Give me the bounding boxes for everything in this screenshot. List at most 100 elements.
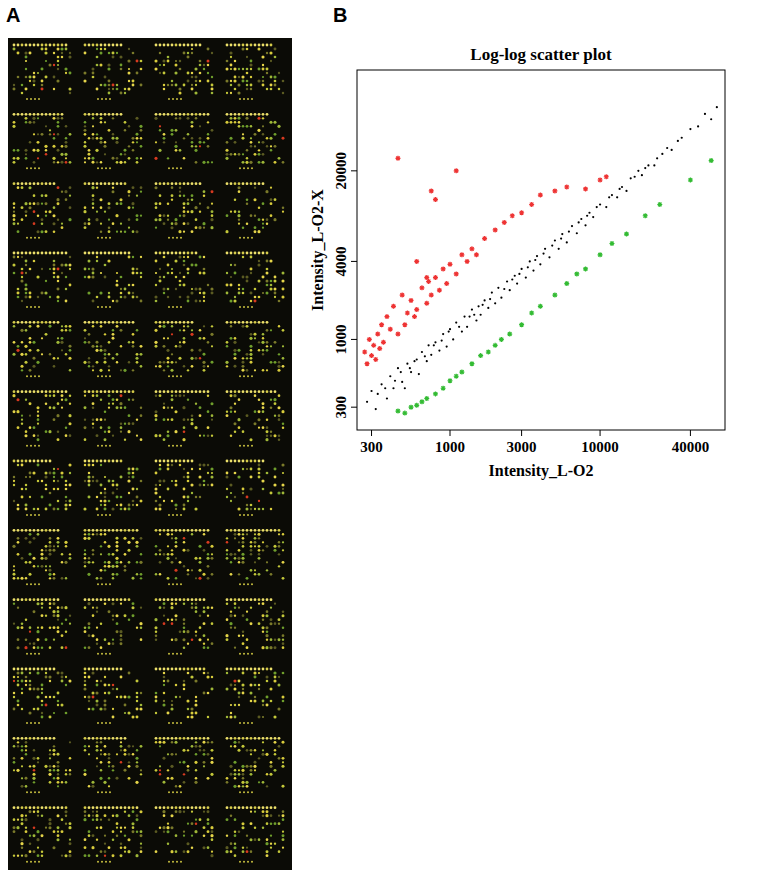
array-spot bbox=[128, 218, 131, 221]
array-spot bbox=[191, 230, 194, 233]
array-spot bbox=[116, 488, 118, 490]
array-spot bbox=[191, 460, 194, 463]
array-spot bbox=[187, 398, 189, 400]
array-spot bbox=[84, 157, 86, 159]
array-spot bbox=[112, 56, 115, 59]
array-spot bbox=[69, 195, 71, 197]
array-spot bbox=[92, 76, 95, 79]
array-spot bbox=[237, 83, 240, 86]
array-spot bbox=[175, 149, 178, 152]
array-spot bbox=[120, 44, 123, 47]
array-spot bbox=[159, 44, 162, 47]
array-spot bbox=[84, 276, 87, 279]
array-spot bbox=[168, 306, 170, 308]
array-spot bbox=[116, 157, 119, 160]
array-spot bbox=[17, 553, 20, 556]
array-spot bbox=[12, 214, 15, 217]
array-spot bbox=[109, 167, 111, 169]
array-spot bbox=[258, 472, 261, 475]
array-spot bbox=[168, 98, 170, 100]
array-spot bbox=[120, 369, 122, 371]
array-spot bbox=[265, 438, 268, 441]
array-spot bbox=[29, 202, 32, 205]
array-spot bbox=[203, 325, 205, 327]
array-spot bbox=[87, 259, 90, 262]
array-spot bbox=[262, 113, 265, 116]
array-spot bbox=[238, 426, 241, 429]
array-spot bbox=[69, 325, 72, 328]
array-spot bbox=[64, 190, 67, 193]
array-spot bbox=[112, 357, 115, 360]
array-spot bbox=[191, 321, 194, 324]
array-spot bbox=[230, 252, 233, 255]
array-spot bbox=[199, 468, 201, 470]
array-spot bbox=[234, 153, 236, 155]
array-spot bbox=[273, 398, 276, 401]
array-spot bbox=[171, 325, 173, 327]
array-spot bbox=[64, 561, 67, 564]
array-spot bbox=[37, 252, 40, 255]
array-spot bbox=[45, 565, 47, 567]
array-spot bbox=[49, 390, 52, 393]
array-spot bbox=[45, 125, 47, 127]
array-spot bbox=[57, 390, 60, 393]
array-spot bbox=[175, 44, 178, 47]
array-spot bbox=[202, 463, 205, 466]
array-spot bbox=[84, 426, 87, 429]
array-spot bbox=[45, 194, 48, 197]
array-spot bbox=[104, 460, 107, 463]
array-spot bbox=[262, 227, 264, 229]
array-spot bbox=[41, 565, 44, 568]
array-spot bbox=[195, 80, 198, 83]
array-spot bbox=[262, 508, 264, 510]
array-spot bbox=[237, 91, 240, 94]
array-spot bbox=[29, 553, 32, 556]
array-spot bbox=[37, 325, 40, 328]
array-spot bbox=[179, 460, 182, 463]
array-spot bbox=[13, 222, 16, 225]
array-spot bbox=[21, 422, 23, 424]
array-spot bbox=[136, 418, 138, 420]
array-spot bbox=[230, 44, 233, 47]
array-spot bbox=[112, 321, 115, 324]
array-spot bbox=[88, 222, 91, 225]
array-spot bbox=[41, 133, 44, 136]
array-spot bbox=[250, 76, 252, 78]
array-spot bbox=[26, 167, 28, 169]
array-spot bbox=[65, 288, 67, 290]
array-spot bbox=[100, 484, 103, 487]
array-spot bbox=[104, 438, 107, 441]
array-spot bbox=[64, 398, 67, 401]
array-spot bbox=[262, 80, 265, 83]
array-spot bbox=[119, 402, 122, 405]
array-spot bbox=[45, 569, 47, 571]
array-spot bbox=[112, 403, 114, 405]
array-spot bbox=[136, 133, 139, 136]
array-spot bbox=[207, 426, 210, 429]
array-spot bbox=[167, 296, 169, 298]
array-spot bbox=[49, 133, 51, 135]
array-spot bbox=[155, 365, 157, 367]
array-spot bbox=[163, 182, 166, 185]
array-spot bbox=[194, 287, 197, 290]
array-spot bbox=[230, 492, 232, 494]
array-spot bbox=[29, 341, 32, 344]
array-spot bbox=[25, 390, 28, 393]
array-spot bbox=[187, 222, 190, 225]
array-spot bbox=[124, 422, 126, 424]
array-spot bbox=[84, 337, 86, 339]
array-spot bbox=[254, 44, 257, 47]
array-spot bbox=[172, 98, 174, 100]
array-spot bbox=[111, 507, 114, 510]
array-spot bbox=[29, 541, 32, 544]
array-spot bbox=[159, 276, 161, 278]
array-spot bbox=[104, 264, 107, 267]
array-spot bbox=[159, 468, 162, 471]
array-spot bbox=[13, 484, 15, 486]
array-spot bbox=[120, 422, 123, 425]
array-spot bbox=[270, 214, 273, 217]
array-spot bbox=[29, 182, 32, 185]
array-spot bbox=[84, 125, 86, 127]
array-spot bbox=[163, 337, 165, 339]
array-spot bbox=[45, 484, 47, 486]
